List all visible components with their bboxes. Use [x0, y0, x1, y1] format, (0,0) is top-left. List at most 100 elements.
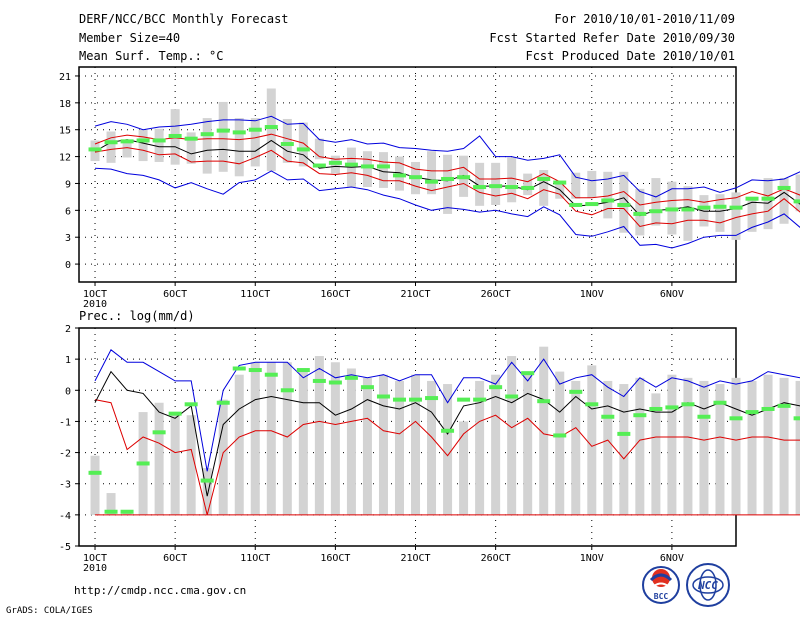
prec-box	[314, 356, 324, 515]
header-member-size: Member Size=40	[79, 31, 180, 45]
temp-box	[362, 151, 372, 188]
prec-median-mark	[360, 385, 374, 390]
temp-box	[234, 118, 244, 177]
header-refer-date: Fcst Started Refer Date 2010/09/30	[489, 31, 735, 45]
prec-median-mark	[489, 385, 503, 390]
prec-median-mark	[713, 400, 727, 405]
prec-box	[282, 362, 292, 515]
temp-box	[491, 162, 501, 205]
prec-box	[459, 421, 469, 515]
temp-median-mark	[360, 164, 374, 169]
prec-median-mark	[152, 430, 166, 435]
temp-median-mark	[425, 179, 439, 184]
temp-box	[122, 140, 132, 158]
temp-box	[587, 170, 597, 198]
prec-box	[635, 377, 645, 515]
temp-box	[683, 186, 693, 241]
header-variable: Mean Surf. Temp.: °C	[79, 49, 224, 63]
temp-lower-line	[94, 167, 800, 249]
temp-median-mark	[601, 198, 615, 203]
prec-median-mark	[617, 431, 631, 436]
temp-median-mark	[793, 199, 800, 204]
temp-xtick-label: 16OCT	[320, 289, 350, 300]
prec-box	[667, 374, 677, 515]
prec-median-mark	[120, 509, 134, 514]
precip-panel-title: Prec.: log(mm/d)	[79, 309, 195, 323]
prec-median-mark	[681, 402, 695, 407]
temp-ytick-label: 15	[59, 126, 71, 137]
temp-median-mark	[168, 133, 182, 138]
prec-median-mark	[665, 405, 679, 410]
temp-median-mark	[120, 139, 134, 144]
temp-xtick-label: 26OCT	[481, 289, 511, 300]
temp-upper-line	[94, 115, 800, 198]
prec-median-mark	[184, 402, 198, 407]
temp-box	[282, 118, 292, 163]
prec-median-mark	[505, 394, 519, 399]
temp-median-mark	[232, 130, 246, 135]
temp-box	[186, 132, 196, 164]
prec-box	[683, 377, 693, 515]
temp-box	[266, 88, 276, 171]
prec-box	[234, 374, 244, 515]
prec-median-mark	[633, 413, 647, 418]
prec-median-mark	[761, 406, 775, 411]
prec-median-mark	[216, 400, 230, 405]
temp-ytick-label: 9	[65, 179, 71, 190]
temp-median-mark	[777, 185, 791, 190]
prec-median-mark	[553, 433, 567, 438]
temp-box	[106, 131, 116, 163]
temp-median-mark	[104, 140, 118, 145]
prec-box	[298, 371, 308, 515]
ncc-logo-text: NCC	[697, 579, 718, 592]
temp-median-mark	[489, 184, 503, 189]
bcc-logo: BCC	[642, 566, 680, 604]
prec-box	[587, 365, 597, 515]
temp-median-mark	[296, 147, 310, 152]
prec-median-mark	[793, 416, 800, 421]
prec-box	[218, 399, 228, 515]
temp-ytick-label: 12	[59, 153, 71, 164]
prec-median-mark	[425, 396, 439, 401]
prec-box	[443, 384, 453, 515]
temp-median-mark	[569, 202, 583, 207]
prec-box	[362, 377, 372, 515]
temp-red-low-line	[94, 147, 800, 228]
prec-median-mark	[745, 410, 759, 415]
prec-ytick-label: -4	[59, 511, 71, 522]
prec-median-mark	[392, 397, 406, 402]
temp-median-mark	[344, 162, 358, 167]
prec-box	[170, 412, 180, 515]
temp-median-mark	[457, 175, 471, 180]
temp-box	[298, 122, 308, 167]
prec-box	[378, 374, 388, 515]
prec-box	[715, 384, 725, 515]
prec-box	[106, 493, 116, 515]
prec-box	[475, 380, 485, 515]
temp-median-mark	[633, 211, 647, 216]
prec-box	[747, 380, 757, 515]
prec-ytick-label: -1	[59, 417, 71, 428]
prec-ytick-label: 2	[65, 324, 71, 335]
prec-box	[507, 356, 517, 515]
temp-red-high-line	[94, 133, 800, 206]
temp-box	[779, 178, 789, 224]
prec-box	[539, 346, 549, 515]
prec-median-mark	[537, 399, 551, 404]
temp-median-mark	[761, 196, 775, 201]
prec-box	[779, 377, 789, 515]
prec-box	[651, 393, 661, 515]
temp-box	[378, 152, 388, 188]
footer-url[interactable]: http://cmdp.ncc.cma.gov.cn	[74, 584, 246, 597]
temp-box	[250, 118, 260, 167]
temp-box	[619, 171, 629, 233]
temp-median-mark	[328, 160, 342, 165]
prec-median-mark	[312, 378, 326, 383]
temp-ytick-label: 6	[65, 206, 71, 217]
prec-box	[731, 377, 741, 515]
temp-xtick-label: 1NOV	[580, 289, 604, 300]
prec-mean-line	[94, 370, 800, 497]
temp-median-mark	[88, 147, 102, 152]
prec-box	[763, 374, 773, 515]
temperature-panel: 0 3 6 9 12 15 18 21 1OCT 6OCT 11OCT 16OCT 21OCT 26OCT…	[59, 66, 800, 310]
